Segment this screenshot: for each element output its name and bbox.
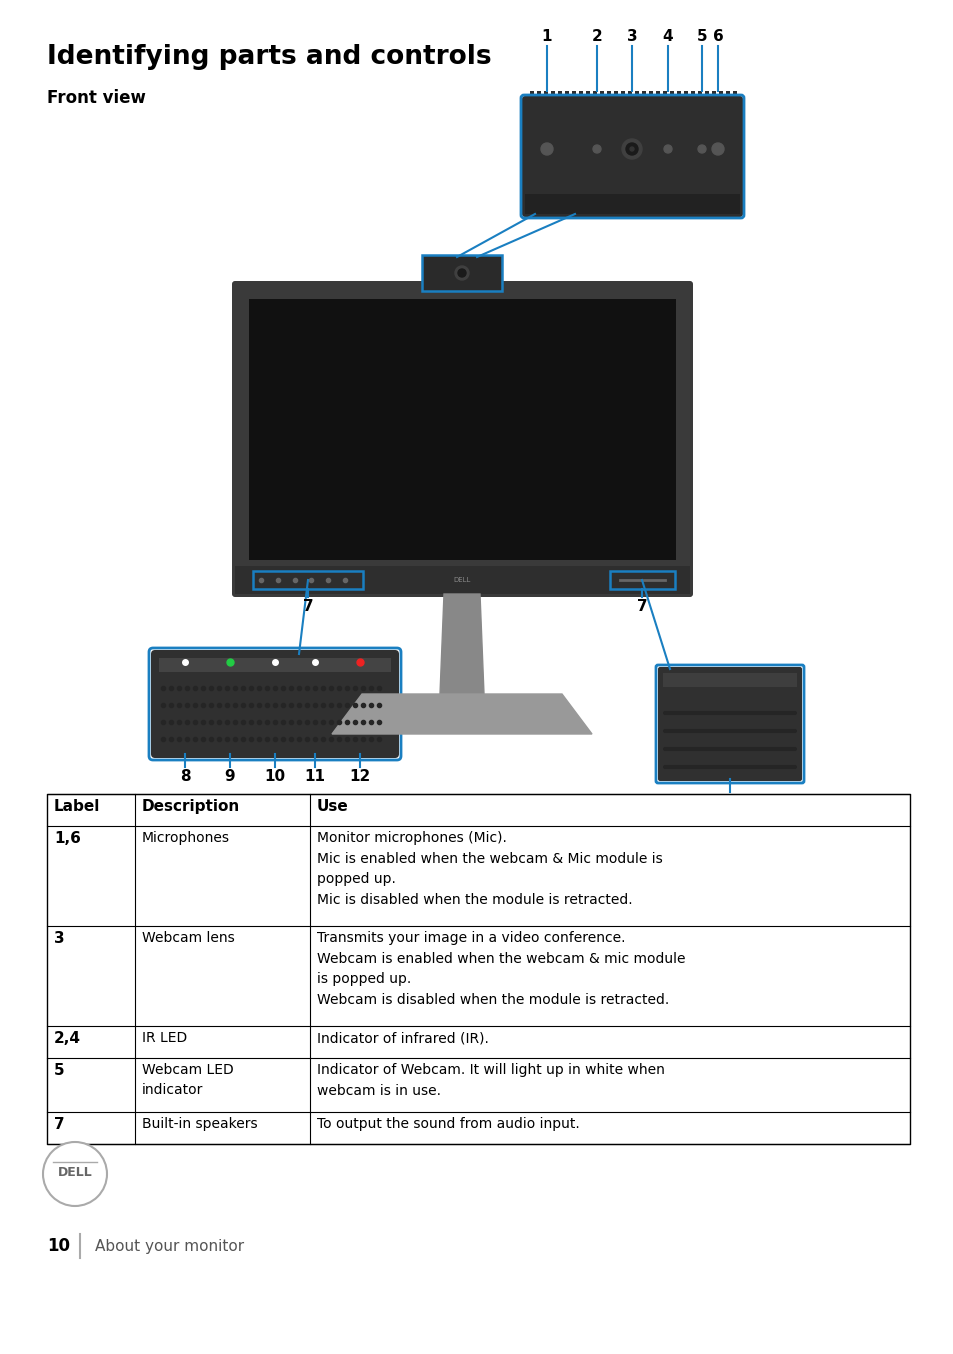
Text: Monitor microphones (Mic).
Mic is enabled when the webcam & Mic module is
popped: Monitor microphones (Mic). Mic is enable…: [316, 831, 662, 907]
Bar: [537, 91, 540, 99]
Bar: [677, 91, 680, 99]
Text: Label: Label: [54, 799, 100, 814]
Bar: [253, 571, 363, 589]
Bar: [683, 91, 687, 99]
Bar: [543, 91, 547, 99]
Bar: [627, 91, 631, 99]
Bar: [234, 566, 689, 594]
Circle shape: [663, 145, 671, 153]
Circle shape: [625, 144, 638, 154]
Circle shape: [711, 144, 723, 154]
Bar: [524, 194, 740, 214]
Text: 1,6: 1,6: [54, 831, 81, 846]
Text: Front view: Front view: [47, 89, 146, 107]
Bar: [249, 299, 676, 561]
Polygon shape: [439, 594, 483, 695]
Bar: [606, 91, 610, 99]
Text: 9: 9: [225, 769, 235, 784]
Circle shape: [593, 145, 600, 153]
Text: 7: 7: [636, 598, 647, 613]
Bar: [732, 91, 737, 99]
Bar: [159, 658, 391, 672]
Text: Identifying parts and controls: Identifying parts and controls: [47, 43, 491, 70]
Text: DELL: DELL: [57, 1166, 92, 1178]
Circle shape: [621, 139, 641, 158]
FancyBboxPatch shape: [521, 96, 742, 217]
Text: 10: 10: [47, 1238, 70, 1255]
Bar: [656, 91, 659, 99]
Text: 7: 7: [302, 598, 313, 613]
Text: 2,4: 2,4: [54, 1030, 81, 1047]
Bar: [585, 91, 589, 99]
Text: Microphones: Microphones: [142, 831, 230, 845]
Bar: [572, 91, 576, 99]
Bar: [635, 91, 639, 99]
Text: Webcam LED
indicator: Webcam LED indicator: [142, 1063, 233, 1097]
Bar: [558, 91, 561, 99]
Text: 11: 11: [304, 769, 325, 784]
Bar: [648, 91, 652, 99]
Text: Use: Use: [316, 799, 349, 814]
Text: 3: 3: [626, 28, 637, 43]
Bar: [564, 91, 568, 99]
Text: Transmits your image in a video conference.
Webcam is enabled when the webcam & : Transmits your image in a video conferen…: [316, 932, 685, 1007]
Text: 8: 8: [179, 769, 190, 784]
FancyBboxPatch shape: [421, 255, 501, 291]
Bar: [551, 91, 555, 99]
Bar: [47, 793, 909, 1144]
Bar: [641, 91, 645, 99]
Circle shape: [457, 269, 465, 278]
Text: 10: 10: [264, 769, 285, 784]
Bar: [599, 91, 603, 99]
Circle shape: [43, 1141, 107, 1206]
Polygon shape: [332, 695, 592, 734]
Bar: [421, 255, 501, 291]
Bar: [725, 91, 729, 99]
Bar: [530, 91, 534, 99]
FancyBboxPatch shape: [658, 668, 801, 781]
Text: Indicator of infrared (IR).: Indicator of infrared (IR).: [316, 1030, 488, 1045]
Text: Indicator of Webcam. It will light up in white when
webcam is in use.: Indicator of Webcam. It will light up in…: [316, 1063, 664, 1098]
Text: 2: 2: [591, 28, 601, 43]
Bar: [662, 673, 796, 686]
Bar: [662, 91, 666, 99]
Circle shape: [629, 148, 634, 152]
Text: IR LED: IR LED: [142, 1030, 187, 1045]
Circle shape: [455, 265, 469, 280]
Text: 3: 3: [54, 932, 65, 946]
Text: 6: 6: [712, 28, 722, 43]
Bar: [704, 91, 708, 99]
Bar: [698, 91, 701, 99]
Circle shape: [698, 145, 705, 153]
Bar: [609, 571, 675, 589]
Text: To output the sound from audio input.: To output the sound from audio input.: [316, 1117, 579, 1131]
Text: 12: 12: [349, 769, 370, 784]
Text: DELL: DELL: [454, 577, 471, 584]
Text: Webcam lens: Webcam lens: [142, 932, 234, 945]
Text: Built-in speakers: Built-in speakers: [142, 1117, 257, 1131]
Bar: [669, 91, 673, 99]
FancyBboxPatch shape: [232, 282, 692, 597]
Bar: [719, 91, 722, 99]
Text: 4: 4: [662, 28, 673, 43]
Text: 1: 1: [541, 28, 552, 43]
Circle shape: [540, 144, 553, 154]
Bar: [620, 91, 624, 99]
Text: 5: 5: [54, 1063, 65, 1078]
Bar: [614, 91, 618, 99]
Bar: [711, 91, 716, 99]
Bar: [578, 91, 582, 99]
Text: About your monitor: About your monitor: [95, 1239, 244, 1254]
Bar: [593, 91, 597, 99]
Text: 5: 5: [696, 28, 706, 43]
Text: Description: Description: [142, 799, 240, 814]
Text: 13: 13: [719, 793, 740, 808]
Bar: [690, 91, 695, 99]
Text: 7: 7: [54, 1117, 65, 1132]
FancyBboxPatch shape: [151, 650, 398, 758]
